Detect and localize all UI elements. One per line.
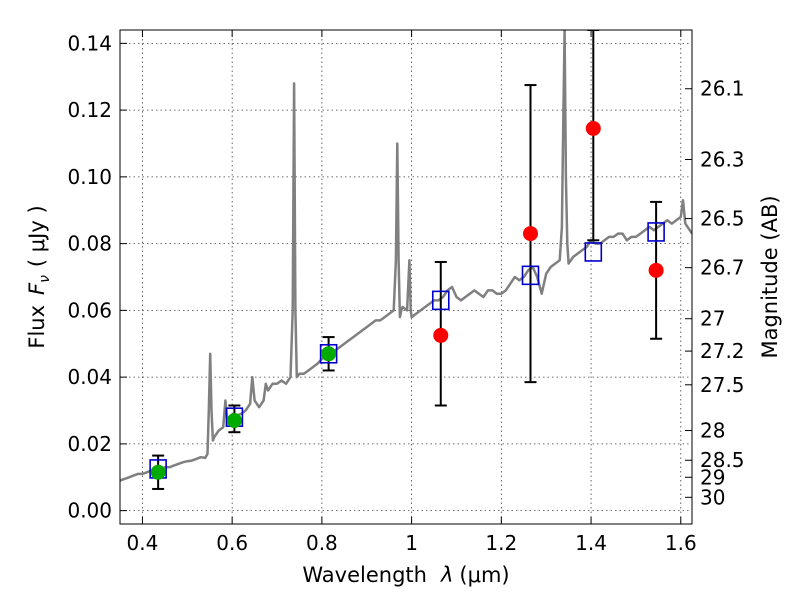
axis-ticks: 0.4 0.6 0.8 1 1.2 1.4 1.6 0.00 0.02 0.04 0.06 0.08 0… [67, 30, 745, 555]
y-axis-title: FluxFν( μJy ) [25, 205, 53, 348]
x-axis-title: Wavelength λ (μm) [302, 563, 509, 587]
low-sn-marker [585, 120, 601, 136]
model-square-marker [319, 343, 338, 364]
x-tick-label: 0.4 [127, 531, 159, 555]
x-tick-label: 1.6 [665, 531, 697, 555]
detection-marker [150, 464, 166, 480]
low-sn-marker [522, 226, 538, 242]
mag-tick-label: 29 [700, 465, 725, 489]
x-tick-label: 1 [405, 531, 418, 555]
y-tick-label: 0.12 [67, 98, 112, 122]
mag-tick-label: 26.1 [700, 77, 745, 101]
plot-area [120, 30, 692, 490]
y-tick-label: 0.04 [67, 365, 112, 389]
y-tick-label: 0.00 [67, 499, 112, 523]
x-tick-label: 0.8 [306, 531, 338, 555]
mag-tick-label: 26.5 [700, 207, 745, 231]
right-axis-title: Magnitude (AB) [758, 195, 782, 358]
mag-tick-label: 28 [700, 419, 725, 443]
grid [120, 30, 692, 524]
mag-tick-label: 27 [700, 307, 725, 331]
mag-tick-label: 28.5 [700, 448, 745, 472]
model-square-marker [521, 265, 540, 286]
low-sn-marker [648, 262, 664, 278]
x-tick-label: 0.6 [216, 531, 248, 555]
plot-frame [119, 29, 693, 525]
detection-marker [226, 413, 242, 429]
low-sn-marker [433, 327, 449, 343]
model-square-marker [647, 222, 665, 242]
mag-tick-label: 27.5 [700, 373, 745, 397]
y-tick-label: 0.10 [67, 165, 112, 189]
mag-tick-label: 27.2 [700, 339, 745, 363]
plot-background [120, 30, 692, 524]
detection-marker [321, 346, 337, 362]
model-square-marker [431, 290, 450, 311]
mag-tick-label: 26.7 [700, 256, 745, 280]
y-tick-label: 0.06 [67, 298, 112, 322]
y-tick-label: 0.02 [67, 432, 112, 456]
mag-tick-label: 26.3 [700, 148, 745, 172]
x-tick-label: 1.2 [485, 531, 517, 555]
y-tick-label: 0.08 [67, 232, 112, 256]
model-square-marker [584, 242, 603, 262]
y-tick-label: 0.14 [67, 31, 112, 55]
mag-tick-label: 30 [700, 485, 725, 509]
x-tick-label: 1.4 [575, 531, 607, 555]
spectrum-line [120, 30, 692, 482]
